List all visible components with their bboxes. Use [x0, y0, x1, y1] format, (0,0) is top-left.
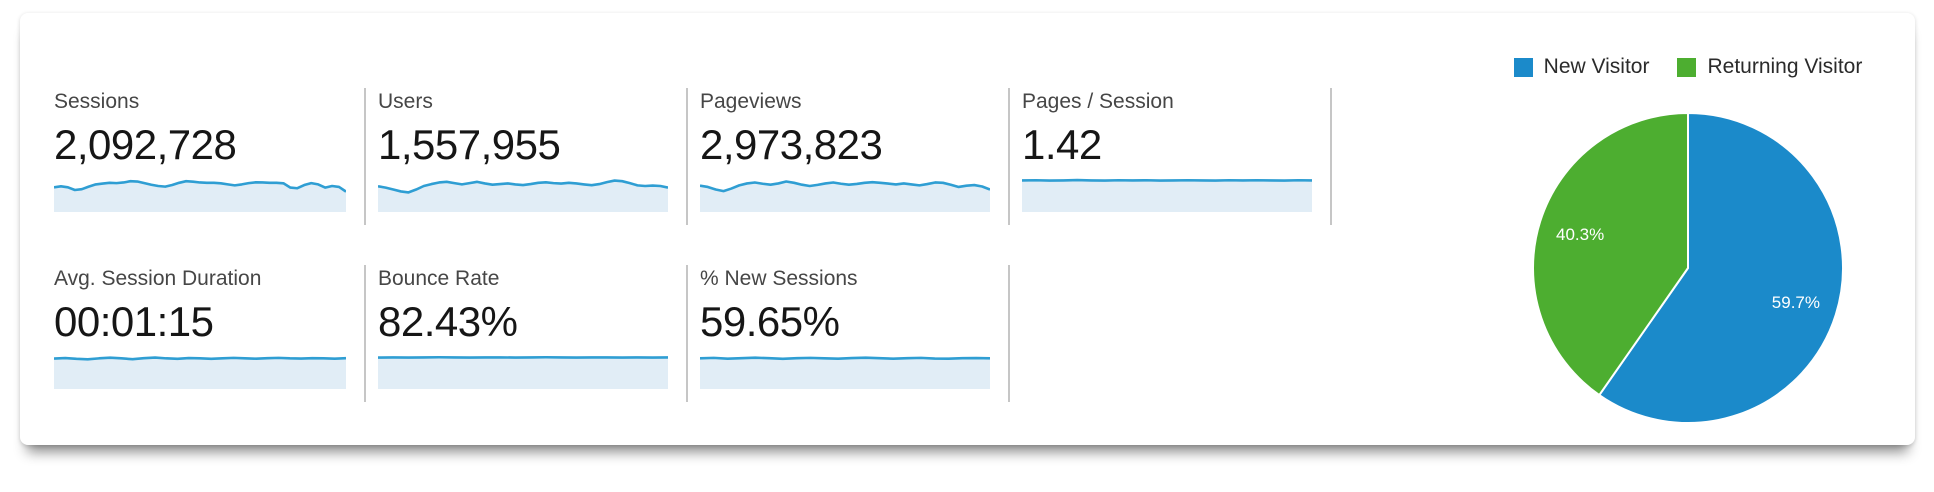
- pie-slice-new-visitor: [1597, 111, 1844, 424]
- pie-slice-label: 59.7%: [1772, 293, 1820, 312]
- metrics-area: Sessions 2,092,728 Users 1,557,955 Pagev…: [54, 88, 1332, 402]
- metric-value: 2,973,823: [700, 121, 883, 168]
- metric-label: Bounce Rate: [378, 267, 500, 290]
- metric-card-pageviews[interactable]: Pageviews 2,973,823: [688, 88, 1010, 225]
- metric-value: 59.65%: [700, 298, 840, 345]
- legend-label-returning-visitor: Returning Visitor: [1707, 55, 1863, 78]
- metric-label: Users: [378, 90, 433, 113]
- legend-label-new-visitor: New Visitor: [1543, 55, 1650, 78]
- returning-visitor-swatch-icon: [1677, 57, 1697, 77]
- avg-session-duration-sparkline: [54, 356, 346, 389]
- legend-item-returning-visitor: Returning Visitor: [1677, 55, 1862, 79]
- pages-per-session-sparkline: [1022, 178, 1312, 212]
- metric-value: 1,557,955: [378, 121, 561, 168]
- metric-card-users[interactable]: Users 1,557,955: [366, 88, 688, 225]
- pie-legend: New Visitor Returning Visitor: [1468, 55, 1908, 79]
- metric-card-sessions[interactable]: Sessions 2,092,728: [54, 88, 366, 225]
- percent-new-sessions-sparkline: [700, 356, 990, 389]
- pageviews-sparkline: [700, 180, 990, 212]
- metric-label: % New Sessions: [700, 267, 858, 290]
- metric-value: 1.42: [1022, 121, 1102, 168]
- new-visitor-swatch-icon: [1513, 57, 1533, 77]
- metric-value: 2,092,728: [54, 121, 237, 168]
- users-sparkline: [378, 179, 668, 212]
- metric-card-pages-per-session[interactable]: Pages / Session 1.42: [1010, 88, 1332, 225]
- legend-item-new-visitor: New Visitor: [1513, 55, 1650, 79]
- metrics-row-2: Avg. Session Duration 00:01:15 Bounce Ra…: [54, 265, 1332, 402]
- metric-value: 00:01:15: [54, 298, 214, 345]
- pie-slice-label: 40.3%: [1556, 225, 1604, 244]
- metric-label: Pageviews: [700, 90, 802, 113]
- metrics-row-1: Sessions 2,092,728 Users 1,557,955 Pagev…: [54, 88, 1332, 225]
- metric-label: Pages / Session: [1022, 90, 1174, 113]
- sessions-sparkline: [54, 179, 346, 212]
- metric-label: Sessions: [54, 90, 140, 113]
- metric-card-percent-new-sessions[interactable]: % New Sessions 59.65%: [688, 265, 1010, 402]
- metric-card-avg-session-duration[interactable]: Avg. Session Duration 00:01:15: [54, 265, 366, 402]
- pie-slice-returning-visitor: [1532, 111, 1689, 397]
- metric-label: Avg. Session Duration: [54, 267, 262, 290]
- bounce-rate-sparkline: [378, 355, 668, 389]
- metric-card-bounce-rate[interactable]: Bounce Rate 82.43%: [366, 265, 688, 402]
- visitors-pie-chart: 59.7% 40.3%: [1532, 111, 1844, 424]
- visitor-type-section: New Visitor Returning Visitor 59.7% 40.3%: [1468, 13, 1908, 445]
- metric-value: 82.43%: [378, 298, 518, 345]
- analytics-overview-panel: Sessions 2,092,728 Users 1,557,955 Pagev…: [20, 13, 1915, 445]
